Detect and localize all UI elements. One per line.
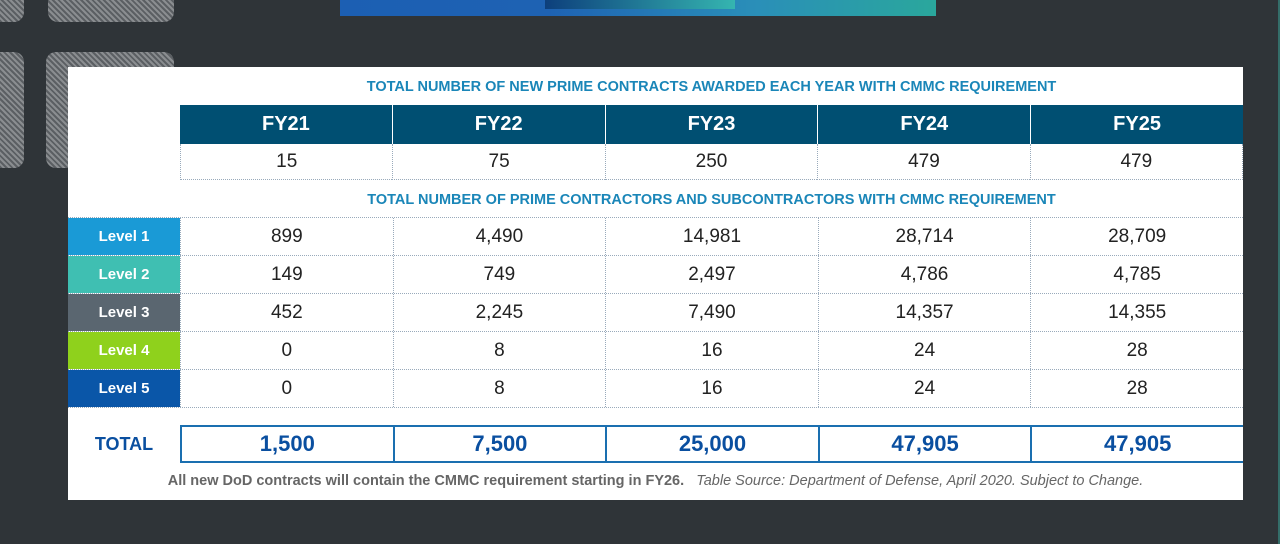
total-cell: 7,500 (392, 427, 606, 461)
table-row: Level 5 0 8 16 24 28 (68, 369, 1243, 408)
fy-header-cell: FY25 (1030, 105, 1243, 144)
table-cell: 479 (817, 144, 1030, 180)
total-cell: 25,000 (605, 427, 818, 461)
decor-tile (0, 52, 24, 168)
table-cell: 28,714 (817, 218, 1031, 255)
table-cell: 28 (1030, 370, 1243, 407)
table-cell: 250 (604, 144, 818, 180)
table-cell: 8 (392, 332, 606, 369)
top-accent-inner (545, 0, 735, 9)
table-cell: 7,490 (605, 294, 818, 331)
table-cell: 749 (392, 256, 606, 293)
table-cell: 899 (180, 218, 393, 255)
table-cell: 75 (392, 144, 605, 180)
table-cell: 452 (180, 294, 393, 331)
table-cell: 0 (180, 370, 393, 407)
table-cell: 16 (605, 332, 818, 369)
fy-header-cell: FY23 (604, 105, 818, 144)
table-cell: 0 (180, 332, 393, 369)
level-label: Level 2 (68, 256, 180, 293)
table-cell: 2,245 (392, 294, 606, 331)
level-label: Level 1 (68, 218, 180, 255)
table-row: Level 2 149 749 2,497 4,786 4,785 (68, 255, 1243, 293)
level-label: Level 3 (68, 294, 180, 331)
total-label: TOTAL (94, 433, 154, 454)
table-cell: 14,981 (605, 218, 818, 255)
table-cell: 14,355 (1030, 294, 1243, 331)
table-cell: 4,786 (817, 256, 1031, 293)
total-cell: 47,905 (1030, 427, 1243, 461)
table-cell: 2,497 (605, 256, 818, 293)
footnote-source: Table Source: Department of Defense, Apr… (696, 473, 1144, 489)
table-cell: 8 (392, 370, 606, 407)
table-cell: 149 (180, 256, 393, 293)
cmmc-table-card: TOTAL NUMBER OF NEW PRIME CONTRACTS AWAR… (68, 67, 1244, 500)
table-cell: 28,709 (1030, 218, 1243, 255)
new-prime-contracts-row: 15 75 250 479 479 (180, 144, 1244, 180)
table-cell: 479 (1029, 144, 1244, 180)
table-row: Level 1 899 4,490 14,981 28,714 28,709 (68, 217, 1243, 255)
table-cell: 15 (180, 144, 393, 180)
table-cell: 28 (1030, 332, 1243, 369)
total-cell: 47,905 (817, 427, 1031, 461)
top-accent-bar (340, 0, 936, 16)
contractors-caption: TOTAL NUMBER OF PRIME CONTRACTORS AND SU… (367, 192, 1056, 208)
total-cell: 1,500 (180, 427, 393, 461)
level-label: Level 5 (68, 370, 180, 407)
footnote: All new DoD contracts will contain the C… (68, 473, 1243, 489)
level-label: Level 4 (68, 332, 180, 369)
edge-accent-line (1278, 0, 1280, 544)
total-row: 1,500 7,500 25,000 47,905 47,905 (180, 425, 1243, 463)
table-cell: 4,785 (1030, 256, 1243, 293)
table-cell: 14,357 (817, 294, 1031, 331)
decor-tile (0, 0, 24, 22)
table-row: Level 4 0 8 16 24 28 (68, 331, 1243, 369)
table-row: Level 3 452 2,245 7,490 14,357 14,355 (68, 293, 1243, 331)
fy-header-cell: FY22 (391, 105, 605, 144)
decor-tile (48, 0, 174, 22)
table-cell: 4,490 (392, 218, 606, 255)
fy-header-cell: FY24 (817, 105, 1031, 144)
awards-caption: TOTAL NUMBER OF NEW PRIME CONTRACTS AWAR… (366, 79, 1057, 95)
table-cell: 16 (605, 370, 818, 407)
fy-header-cell: FY21 (180, 105, 392, 144)
table-cell: 24 (817, 332, 1031, 369)
fiscal-year-header: FY21 FY22 FY23 FY24 FY25 (180, 105, 1243, 144)
table-cell: 24 (817, 370, 1031, 407)
footnote-statement: All new DoD contracts will contain the C… (167, 473, 685, 489)
levels-table: Level 1 899 4,490 14,981 28,714 28,709 L… (68, 217, 1243, 408)
